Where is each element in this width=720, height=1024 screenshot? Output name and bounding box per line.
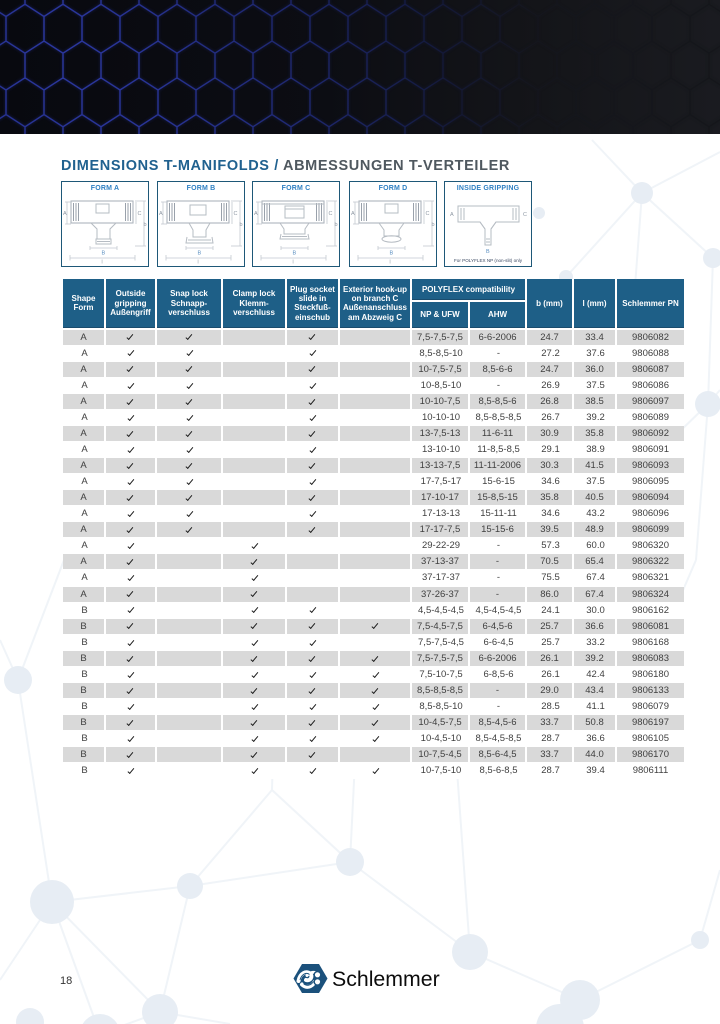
svg-text:b: b <box>432 222 435 228</box>
svg-text:B: B <box>486 249 490 255</box>
svg-text:C: C <box>138 211 142 217</box>
svg-text:l: l <box>390 260 391 265</box>
svg-text:b: b <box>144 222 147 228</box>
svg-text:B: B <box>390 251 394 257</box>
svg-text:A: A <box>63 211 67 217</box>
svg-text:C: C <box>329 211 333 217</box>
svg-text:C: C <box>426 211 430 217</box>
svg-text:B: B <box>102 251 106 257</box>
svg-text:C: C <box>234 211 238 217</box>
svg-text:l: l <box>102 260 103 265</box>
svg-text:B: B <box>293 251 297 257</box>
svg-text:A: A <box>351 211 355 217</box>
svg-text:b: b <box>240 222 243 228</box>
svg-text:A: A <box>450 212 454 218</box>
svg-text:b: b <box>335 222 338 228</box>
svg-text:l: l <box>293 260 294 265</box>
svg-text:A: A <box>159 211 163 217</box>
svg-text:B: B <box>198 251 202 257</box>
svg-text:Schlemmer: Schlemmer <box>332 967 440 991</box>
svg-text:A: A <box>254 211 258 217</box>
svg-text:C: C <box>523 212 527 218</box>
svg-text:l: l <box>198 260 199 265</box>
